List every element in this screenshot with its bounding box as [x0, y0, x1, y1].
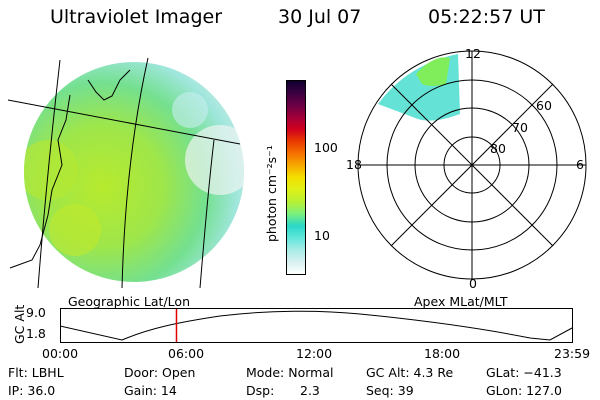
mlat-label-70: 70	[512, 120, 528, 135]
altitude-ytick-1.8: 1.8	[26, 326, 46, 341]
app-title: Ultraviolet Imager	[50, 6, 223, 28]
info-glat: GLat: −41.3	[486, 365, 562, 380]
colorbar-tick-10: 10	[314, 228, 330, 243]
mlat-label-60: 60	[536, 98, 552, 113]
mlt-label-18: 18	[346, 157, 362, 172]
mlat-label-80: 80	[490, 141, 506, 156]
altitude-xtick-2359: 23:59	[554, 346, 591, 361]
colorbar-tick-100: 100	[314, 140, 338, 155]
altitude-xtick-0600: 06:00	[168, 346, 205, 361]
apex-caption: Apex MLat/MLT	[414, 294, 508, 309]
info-door: Door: Open	[124, 365, 196, 380]
info-gain: Gain: 14	[124, 383, 177, 398]
info-flt: Flt: LBHL	[8, 365, 64, 380]
info-ip: IP: 36.0	[8, 383, 56, 398]
altitude-ylabel: GC Alt	[12, 304, 27, 344]
colorbar	[286, 80, 306, 275]
info-gc-alt: GC Alt: 4.3 Re	[366, 365, 454, 380]
mlt-label-6: 6	[576, 157, 584, 172]
geographic-map	[7, 57, 244, 289]
altitude-xtick-1200: 12:00	[296, 346, 333, 361]
mlt-label-0: 0	[469, 276, 477, 291]
info-seq: Seq: 39	[366, 383, 414, 398]
altitude-xtick-1800: 18:00	[424, 346, 461, 361]
altitude-ytick-9: 9.0	[26, 305, 46, 320]
mlt-label-12: 12	[465, 46, 481, 61]
altitude-xtick-0000: 00:00	[42, 346, 79, 361]
time-label: 05:22:57 UT	[428, 6, 545, 28]
info-dsp-label: Dsp:	[246, 383, 275, 398]
info-mode: Mode: Normal	[246, 365, 334, 380]
info-glon: GLon: 127.0	[486, 383, 562, 398]
geographic-caption: Geographic Lat/Lon	[68, 294, 190, 309]
date-label: 30 Jul 07	[278, 6, 362, 28]
info-dsp-value: 2.3	[300, 383, 320, 398]
altitude-plot	[60, 308, 573, 343]
colorbar-label: photon cm⁻²s⁻¹	[264, 145, 279, 242]
polar-plot	[357, 50, 587, 280]
